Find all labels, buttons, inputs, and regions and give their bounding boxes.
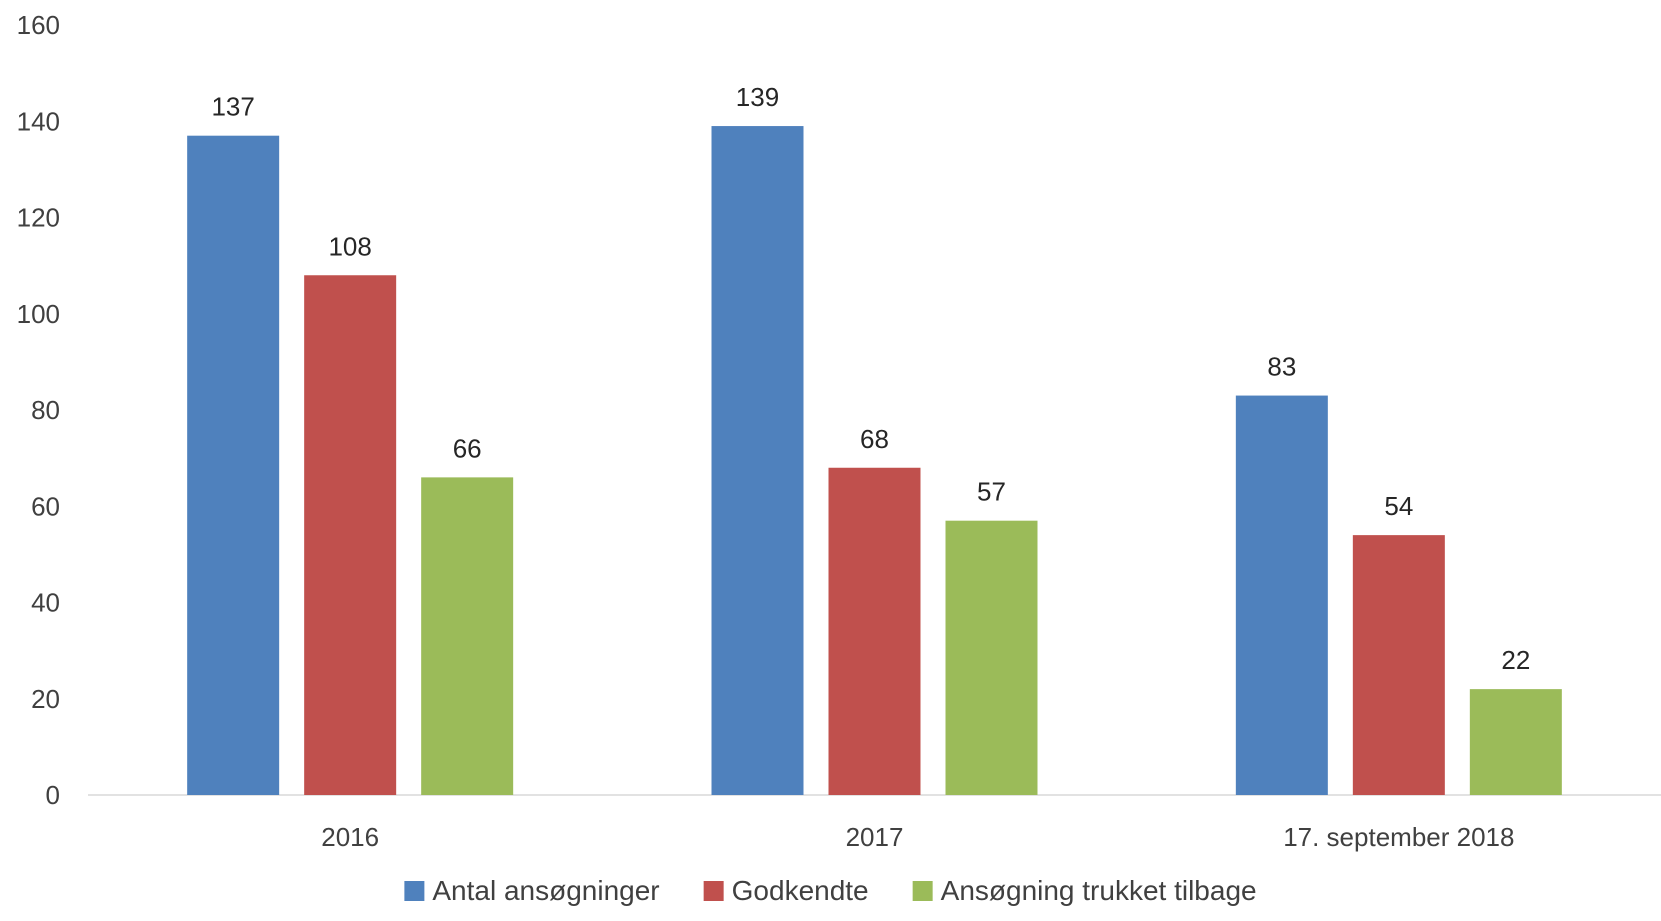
data-label: 54 [1384, 491, 1413, 521]
y-tick-label: 160 [17, 10, 60, 40]
data-label: 66 [453, 433, 482, 463]
legend: Antal ansøgninger Godkendte Ansøgning truk… [404, 875, 1257, 906]
data-label: 139 [736, 82, 779, 112]
data-label: 108 [328, 231, 371, 261]
bar [187, 135, 280, 795]
data-label: 68 [860, 424, 889, 454]
y-tick-label: 100 [17, 299, 60, 329]
y-tick-label: 60 [31, 491, 60, 521]
legend-item: Godkendte [703, 875, 869, 906]
x-tick-label: 2016 [321, 822, 379, 852]
y-tick-label: 120 [17, 203, 60, 233]
x-tick-label: 17. september 2018 [1283, 822, 1514, 852]
y-tick-label: 0 [46, 780, 60, 810]
x-axis: 2016 2017 17. september 2018 [321, 822, 1514, 852]
legend-label: Ansøgning trukket tilbage [941, 875, 1257, 906]
data-labels-group: 137 108 66 139 68 57 83 54 22 [211, 82, 1530, 675]
y-tick-label: 20 [31, 684, 60, 714]
bar [1235, 395, 1328, 795]
legend-label: Godkendte [732, 875, 869, 906]
y-tick-label: 80 [31, 395, 60, 425]
x-tick-label: 2017 [846, 822, 904, 852]
y-tick-label: 40 [31, 588, 60, 618]
bar [1469, 689, 1562, 795]
data-label: 57 [977, 477, 1006, 507]
legend-swatch [703, 881, 724, 901]
y-tick-label: 140 [17, 106, 60, 136]
bar [711, 126, 804, 795]
bar [304, 275, 397, 795]
legend-swatch [404, 881, 425, 901]
legend-label: Antal ansøgninger [432, 875, 659, 906]
legend-item: Ansøgning trukket tilbage [912, 875, 1257, 906]
data-label: 83 [1267, 352, 1296, 382]
bar [828, 467, 921, 795]
bar [421, 477, 514, 795]
data-label: 22 [1501, 645, 1530, 675]
y-axis: 0 20 40 60 80 100 120 140 160 [17, 10, 60, 810]
bar [945, 520, 1038, 795]
bar [1352, 535, 1445, 795]
legend-item: Antal ansøgninger [404, 875, 660, 906]
legend-swatch [912, 881, 933, 901]
data-label: 137 [211, 92, 254, 122]
bars-group [187, 126, 1562, 795]
